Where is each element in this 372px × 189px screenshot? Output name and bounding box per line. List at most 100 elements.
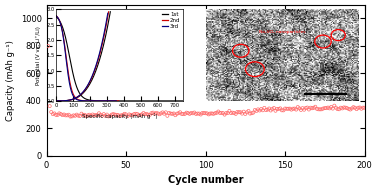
Point <box>94 114 100 117</box>
Point <box>163 111 169 114</box>
Point <box>282 107 288 110</box>
Point <box>99 114 105 117</box>
Point <box>315 108 321 111</box>
Point <box>306 108 312 111</box>
Point <box>171 112 177 115</box>
Point <box>292 107 298 110</box>
Point <box>212 112 218 115</box>
Point <box>67 115 73 118</box>
Point <box>45 44 51 47</box>
Point <box>121 112 127 115</box>
Point <box>252 108 258 112</box>
Point <box>96 112 102 115</box>
Point <box>290 107 296 110</box>
Point <box>293 108 299 111</box>
Point <box>298 108 304 112</box>
Point <box>93 114 99 117</box>
Point <box>90 113 96 116</box>
Point <box>180 113 186 116</box>
Point <box>75 114 81 117</box>
Point <box>72 114 78 117</box>
Point <box>303 106 309 109</box>
Point <box>188 112 194 115</box>
Point <box>248 112 254 115</box>
Point <box>273 109 279 112</box>
Point <box>328 105 334 108</box>
Point <box>347 108 353 111</box>
Point <box>225 112 231 115</box>
Point <box>161 112 167 115</box>
Point <box>86 113 92 116</box>
Point <box>204 112 210 115</box>
Point <box>223 112 229 115</box>
Point <box>120 114 126 117</box>
Point <box>268 109 274 112</box>
Point <box>192 111 198 114</box>
Point <box>246 109 251 112</box>
Point <box>266 107 272 110</box>
Point <box>66 113 72 116</box>
Point <box>169 112 175 115</box>
Point <box>206 113 212 116</box>
Point <box>117 114 123 117</box>
Point <box>230 111 235 114</box>
Point <box>255 108 261 111</box>
Point <box>53 113 59 116</box>
Point <box>85 114 91 117</box>
Point <box>228 112 234 115</box>
Point <box>231 112 237 115</box>
Point <box>269 108 275 111</box>
Point <box>317 108 323 111</box>
Point <box>279 109 285 112</box>
Point <box>139 113 145 116</box>
Point <box>150 111 156 114</box>
Point <box>91 114 97 117</box>
Point <box>258 108 264 111</box>
Point <box>287 107 293 110</box>
Point <box>176 112 182 115</box>
Point <box>339 107 345 110</box>
Point <box>102 114 108 117</box>
Point <box>304 106 310 109</box>
Point <box>271 106 277 109</box>
Point <box>333 106 339 109</box>
Point <box>134 112 140 115</box>
Point <box>253 109 259 112</box>
Point <box>82 113 88 116</box>
Point <box>357 106 363 109</box>
Point <box>137 113 143 116</box>
Point <box>227 109 232 112</box>
Point <box>217 112 223 115</box>
Point <box>215 110 221 113</box>
Point <box>301 108 307 111</box>
Point <box>115 113 121 116</box>
Point <box>319 108 325 111</box>
Point <box>241 110 247 113</box>
Point <box>104 113 110 116</box>
Point <box>80 114 86 117</box>
Point <box>277 107 283 110</box>
Y-axis label: Capacity (mAh g⁻¹): Capacity (mAh g⁻¹) <box>6 40 15 121</box>
Point <box>218 111 224 114</box>
Point <box>334 108 340 111</box>
X-axis label: Cycle number: Cycle number <box>168 175 243 185</box>
Point <box>344 107 350 110</box>
Point <box>78 112 84 115</box>
Point <box>112 113 118 116</box>
Point <box>346 107 352 110</box>
Point <box>263 109 269 112</box>
Point <box>141 112 147 115</box>
Point <box>193 112 199 115</box>
Point <box>142 113 148 116</box>
Point <box>196 112 202 115</box>
Point <box>322 107 328 110</box>
Point <box>62 114 68 117</box>
Point <box>331 104 337 107</box>
Point <box>190 112 196 115</box>
Point <box>101 113 107 116</box>
Point <box>167 112 173 115</box>
Point <box>220 112 226 115</box>
Point <box>327 107 333 110</box>
Point <box>236 111 242 114</box>
Point <box>260 109 266 112</box>
